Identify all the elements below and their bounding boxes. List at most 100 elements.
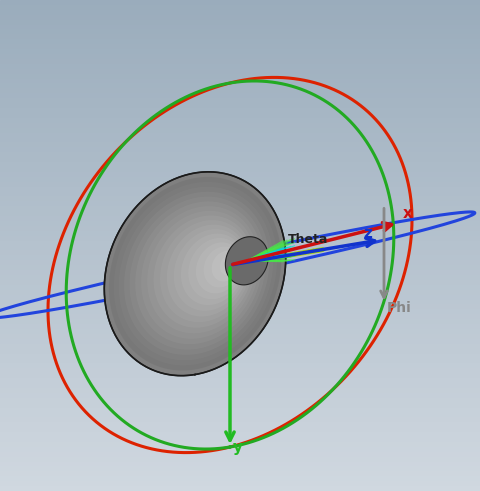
Bar [0, 10, 480, 15]
Bar [0, 0, 480, 5]
Polygon shape [119, 187, 273, 360]
Bar [0, 442, 480, 447]
Bar [0, 452, 480, 457]
Bar [0, 226, 480, 231]
Bar [0, 393, 480, 398]
Bar [0, 221, 480, 226]
Bar [0, 142, 480, 147]
Bar [0, 309, 480, 314]
Bar [0, 74, 480, 79]
Bar [0, 319, 480, 324]
Bar [0, 314, 480, 319]
Bar [0, 290, 480, 295]
Bar [0, 182, 480, 187]
Bar [0, 408, 480, 412]
Bar [0, 437, 480, 442]
Bar [0, 388, 480, 393]
Bar [0, 216, 480, 221]
Bar [0, 69, 480, 74]
Bar [0, 373, 480, 378]
Bar [0, 476, 480, 481]
Bar [0, 177, 480, 182]
Bar [0, 44, 480, 49]
Bar [0, 236, 480, 241]
Bar [0, 280, 480, 285]
Bar [0, 54, 480, 59]
Polygon shape [160, 220, 251, 322]
Bar [0, 49, 480, 54]
Bar [0, 201, 480, 206]
Bar [0, 329, 480, 334]
Bar [0, 383, 480, 388]
Bar [0, 300, 480, 304]
Bar [0, 241, 480, 246]
Text: y: y [232, 440, 242, 455]
Bar [0, 39, 480, 44]
Bar [0, 167, 480, 172]
Bar [0, 354, 480, 358]
Bar [0, 88, 480, 93]
Bar [0, 447, 480, 452]
Bar [0, 246, 480, 250]
Polygon shape [141, 206, 259, 339]
Bar [0, 363, 480, 368]
Bar [0, 344, 480, 349]
Bar [0, 324, 480, 329]
Bar [0, 133, 480, 137]
Polygon shape [147, 211, 256, 333]
Bar [0, 231, 480, 236]
Bar [0, 486, 480, 491]
Text: x: x [402, 206, 412, 221]
Bar [0, 466, 480, 471]
Bar [0, 265, 480, 270]
Bar [0, 108, 480, 113]
Polygon shape [153, 216, 253, 327]
Bar [0, 187, 480, 191]
Bar [0, 285, 480, 290]
Polygon shape [188, 238, 242, 299]
Bar [0, 457, 480, 462]
Bar [0, 93, 480, 98]
Bar [0, 15, 480, 20]
Bar [0, 191, 480, 196]
Polygon shape [104, 172, 285, 376]
Bar [0, 275, 480, 280]
Bar [0, 412, 480, 417]
Bar [0, 98, 480, 103]
Bar [0, 5, 480, 10]
Polygon shape [114, 182, 276, 365]
Bar [0, 349, 480, 354]
Bar [0, 481, 480, 486]
Polygon shape [108, 177, 281, 371]
Bar [0, 79, 480, 83]
Bar [0, 260, 480, 265]
Polygon shape [173, 229, 246, 311]
Bar [0, 432, 480, 437]
Polygon shape [225, 237, 268, 285]
Bar [0, 29, 480, 34]
Bar [0, 358, 480, 363]
Bar [0, 334, 480, 339]
Polygon shape [124, 192, 269, 355]
Bar [0, 427, 480, 432]
Bar [0, 157, 480, 162]
Text: z: z [362, 226, 372, 241]
Bar [0, 398, 480, 403]
Bar [0, 462, 480, 466]
Bar [0, 59, 480, 64]
Bar [0, 137, 480, 142]
Bar [0, 152, 480, 157]
Bar [0, 118, 480, 123]
Polygon shape [219, 255, 238, 275]
Bar [0, 339, 480, 344]
Bar [0, 255, 480, 260]
Bar [0, 162, 480, 167]
Bar [0, 417, 480, 422]
Bar [0, 25, 480, 29]
Bar [0, 113, 480, 118]
Bar [0, 211, 480, 216]
Bar [0, 471, 480, 476]
Bar [0, 64, 480, 69]
Bar [0, 83, 480, 88]
Bar [0, 422, 480, 427]
